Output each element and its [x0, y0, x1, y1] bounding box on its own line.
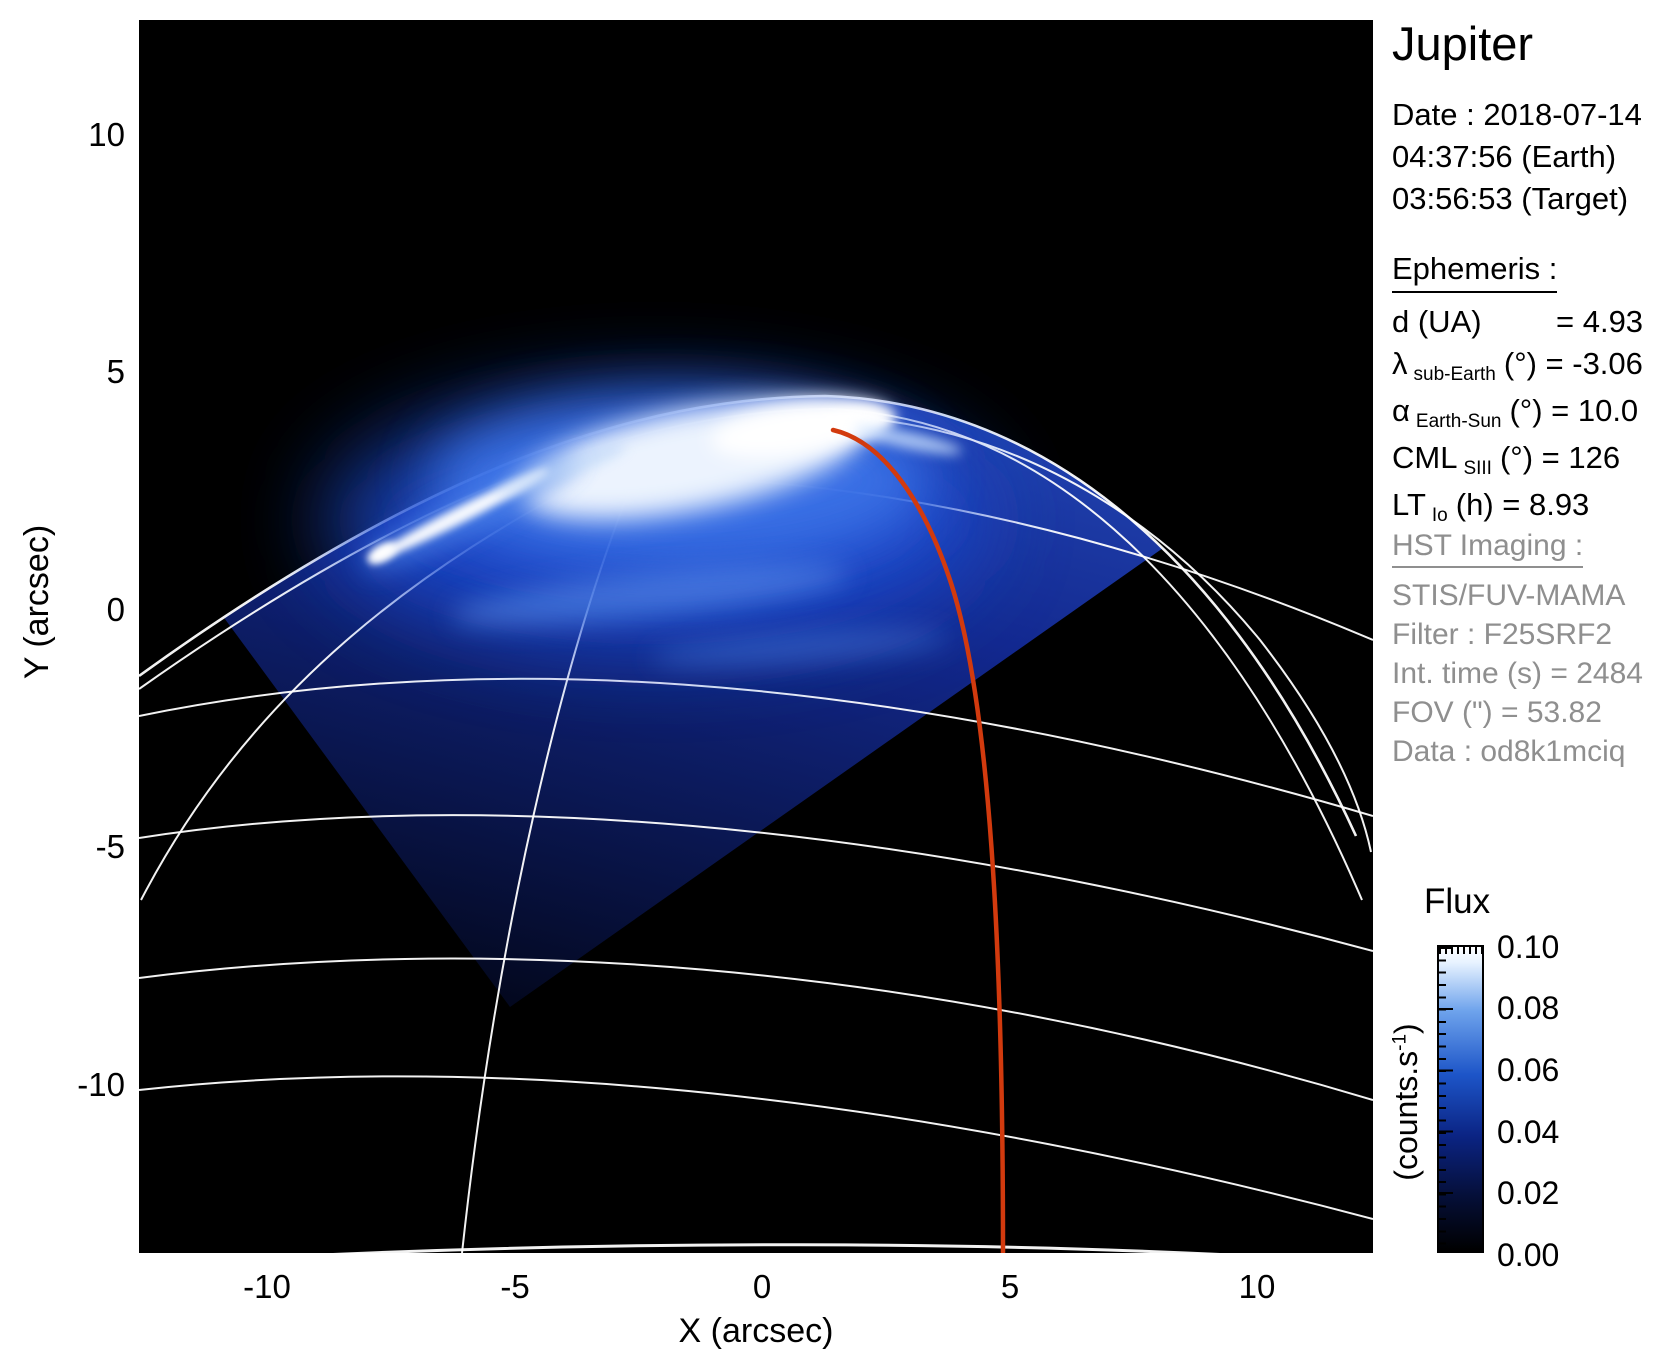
colorbar-tick-label: 0.00 — [1497, 1237, 1560, 1273]
y-tick-label: -10 — [77, 1066, 125, 1103]
colorbar-major-ticks — [1439, 947, 1453, 1251]
ephemeris-row-lambda: λ sub-Earth (°) = -3.06 — [1392, 343, 1643, 390]
colorbar-tick-label: 0.04 — [1497, 1114, 1560, 1150]
latitude-arc — [139, 814, 1373, 952]
ephemeris-subscript: Io — [1431, 505, 1448, 526]
y-axis-label: Y (arcsec) — [18, 524, 56, 680]
latitude-arc — [333, 1243, 1220, 1253]
ephemeris-row-localtime: LT Io (h) = 8.93 — [1392, 484, 1643, 531]
ephemeris-heading: Ephemeris : — [1392, 248, 1558, 293]
ephemeris-row-distance: d (UA) = 4.93 — [1392, 301, 1643, 343]
y-tick-label: 5 — [106, 353, 125, 390]
x-tick-label: -5 — [500, 1268, 530, 1305]
x-axis-label: X (arcsec) — [678, 1312, 834, 1350]
latitude-arc — [139, 957, 1373, 1101]
ephemeris-symbol: d (UA) — [1392, 304, 1482, 339]
figure-title: Jupiter — [1392, 17, 1534, 70]
x-tick-label: 0 — [752, 1268, 772, 1305]
colorbar-tick-label: 0.06 — [1497, 1052, 1560, 1088]
target-time-line: 03:56:53 (Target) — [1392, 181, 1629, 216]
hst-data-id: Data : od8k1mciq — [1392, 735, 1626, 768]
hst-imaging-heading: HST Imaging : — [1392, 526, 1584, 568]
longitude-arc — [879, 419, 1372, 853]
ephemeris-subscript: sub-Earth — [1413, 364, 1496, 385]
hst-imaging-block: HST Imaging : STIS/FUV-MAMA Filter : F25… — [1392, 526, 1643, 771]
hst-filter: Filter : F25SRF2 — [1392, 618, 1613, 651]
ephemeris-row-cml: CML SIII (°) = 126 — [1392, 437, 1643, 484]
io-footprint-track — [830, 427, 1006, 1253]
auroral-emission — [325, 395, 985, 667]
ephemeris-value: (°) = 10.0 — [1509, 393, 1639, 428]
colorbar-tick-label: 0.10 — [1497, 929, 1560, 965]
ephemeris-symbol: LT — [1392, 487, 1426, 522]
x-tick-label: -10 — [243, 1268, 291, 1305]
ephemeris-subscript: SIII — [1463, 458, 1492, 479]
earth-time-line: 04:37:56 (Earth) — [1392, 139, 1617, 174]
colorbar-top-ticks — [1439, 947, 1482, 954]
colorbar-title: Flux — [1424, 882, 1491, 921]
hst-fov: FOV (") = 53.82 — [1392, 696, 1602, 729]
jupiter-fuv-image — [139, 20, 1373, 1253]
x-tick-label: 5 — [1000, 1268, 1020, 1305]
ephemeris-subscript: Earth-Sun — [1415, 411, 1502, 432]
y-tick-label: 10 — [88, 116, 125, 153]
y-tick-label: -5 — [95, 828, 125, 865]
ephemeris-symbol: λ — [1392, 346, 1408, 381]
unit-prefix: (counts.s — [1388, 1050, 1424, 1181]
latitude-arc — [139, 677, 1373, 817]
hst-integration-time: Int. time (s) = 2484 — [1392, 657, 1643, 690]
unit-exponent: -1 — [1389, 1033, 1411, 1051]
ephemeris-block: Ephemeris : d (UA) = 4.93 λ sub-Earth (°) =… — [1392, 248, 1643, 531]
date-line: Date : 2018-07-14 — [1392, 97, 1642, 132]
unit-suffix: ) — [1388, 1023, 1424, 1034]
observation-datetime: Date : 2018-07-14 04:37:56 (Earth) 03:56… — [1392, 94, 1642, 220]
colorbar-tick-label: 0.02 — [1497, 1175, 1560, 1211]
colorbar-unit-label: (counts.s-1) — [1388, 942, 1424, 1262]
ephemeris-value: (h) = 8.93 — [1455, 487, 1590, 522]
ephemeris-symbol: CML — [1392, 440, 1458, 475]
colorbar-tick-label: 0.08 — [1497, 990, 1560, 1026]
x-tick-label: 10 — [1238, 1268, 1276, 1305]
y-tick-label: 0 — [106, 591, 125, 628]
ephemeris-symbol: α — [1392, 393, 1410, 428]
image-plot-area — [139, 20, 1373, 1253]
ephemeris-value: = 4.93 — [1556, 304, 1644, 339]
ephemeris-row-alpha: α Earth-Sun (°) = 10.0 — [1392, 390, 1643, 437]
sky-above-limb — [139, 20, 1373, 836]
flux-colorbar — [1437, 945, 1484, 1253]
ephemeris-value: (°) = 126 — [1499, 440, 1621, 475]
hst-instrument: STIS/FUV-MAMA — [1392, 579, 1626, 612]
latitude-arc — [139, 1075, 1373, 1220]
ephemeris-value: (°) = -3.06 — [1503, 346, 1643, 381]
